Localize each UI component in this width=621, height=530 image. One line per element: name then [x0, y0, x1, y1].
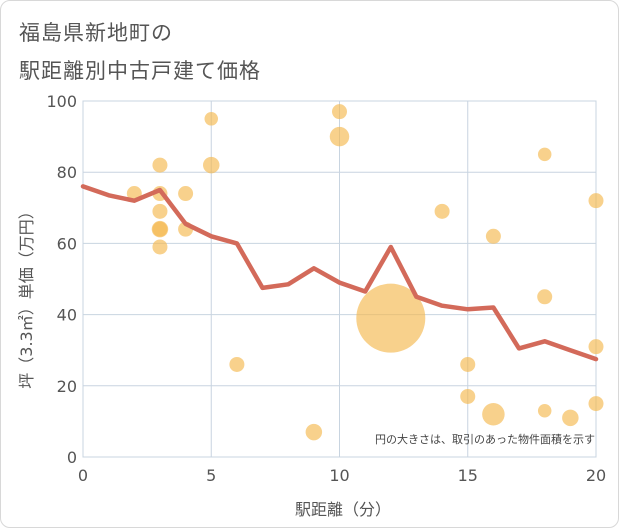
data-point — [204, 112, 218, 126]
data-point — [329, 126, 350, 147]
data-point — [178, 186, 194, 202]
x-axis-label: 駅距離（分） — [295, 500, 391, 519]
data-point — [460, 356, 476, 372]
axis-ticks: 0 5 10 15 20 0 20 40 60 80 100 — [46, 92, 606, 485]
data-point — [485, 228, 501, 244]
x-tick-label: 5 — [206, 466, 216, 485]
chart-title: 福島県新地町の — [19, 21, 173, 45]
data-point — [332, 104, 347, 120]
data-point — [460, 388, 476, 404]
data-point — [537, 289, 553, 305]
x-tick-label: 10 — [329, 466, 349, 485]
data-point — [588, 193, 604, 209]
y-tick-label: 40 — [57, 306, 77, 325]
data-point — [203, 156, 220, 174]
data-point — [152, 239, 168, 255]
data-point — [482, 403, 505, 426]
scatter-points — [126, 104, 604, 441]
y-tick-label: 0 — [67, 448, 77, 467]
y-tick-label: 60 — [57, 234, 77, 253]
data-point — [356, 283, 426, 353]
data-point — [434, 203, 450, 219]
x-tick-label: 0 — [78, 466, 88, 485]
y-tick-label: 80 — [57, 163, 77, 182]
data-point — [562, 409, 579, 427]
y-tick-label: 20 — [57, 377, 77, 396]
x-tick-label: 15 — [458, 466, 478, 485]
data-point — [152, 157, 168, 173]
data-point — [152, 221, 168, 237]
y-tick-label: 100 — [46, 92, 77, 111]
data-point — [537, 403, 552, 418]
average-line — [80, 184, 599, 362]
data-point — [588, 339, 604, 355]
data-point — [229, 356, 245, 372]
data-point — [588, 396, 604, 412]
average-line-path — [80, 184, 599, 362]
data-point — [152, 203, 168, 219]
x-tick-label: 20 — [586, 466, 606, 485]
size-annotation: 円の大きさは、取引のあった物件面積を示す — [375, 432, 595, 446]
chart-subtitle: 駅距離別中古戸建て価格 — [19, 59, 261, 83]
data-point — [537, 147, 552, 162]
grid — [82, 100, 597, 458]
y-axis-label: 坪（3.3㎡）単価（万円） — [17, 203, 36, 388]
data-point — [305, 423, 323, 441]
